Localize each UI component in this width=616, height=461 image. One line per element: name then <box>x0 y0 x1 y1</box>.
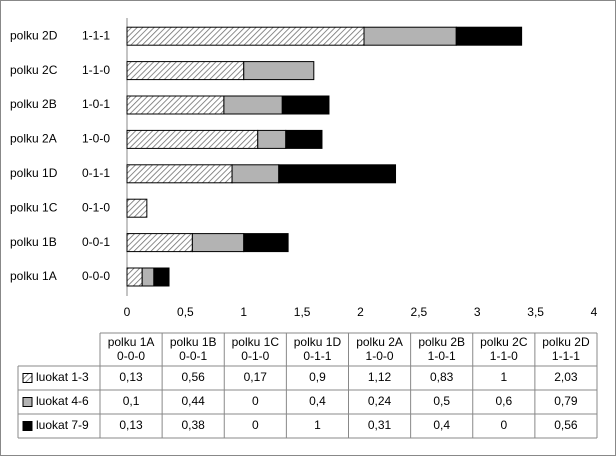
bar-segment <box>278 164 397 184</box>
bar-segment <box>223 95 283 115</box>
category-label: polku 2B <box>10 97 57 111</box>
table-cell: 0,83 <box>430 370 454 384</box>
x-tick-label: 3 <box>474 305 481 319</box>
table-header: polku 2D <box>542 335 590 349</box>
table-cell: 1 <box>314 418 321 432</box>
table-cell: 0 <box>252 418 259 432</box>
bar-segment <box>285 129 323 149</box>
category-label: polku 2A <box>10 132 57 146</box>
x-tick-label: 3,5 <box>527 305 544 319</box>
table-cell: 2,03 <box>554 370 578 384</box>
bar-segment <box>126 233 193 253</box>
table-header-code: 0-1-0 <box>241 349 269 363</box>
table-cell: 0,44 <box>182 394 206 408</box>
category-code: 1-0-0 <box>82 132 110 146</box>
bar-segment <box>141 267 155 287</box>
table-cell: 0,38 <box>182 418 206 432</box>
table-header-code: 0-1-1 <box>303 349 331 363</box>
table-header-code: 0-0-0 <box>117 349 145 363</box>
x-tick-label: 1 <box>240 305 247 319</box>
category-label: polku 2D <box>10 28 58 42</box>
category-code: 0-0-0 <box>82 269 110 283</box>
table-cell: 0,56 <box>554 418 578 432</box>
category-code: 1-1-1 <box>82 28 110 42</box>
bar-segment <box>243 61 315 81</box>
legend-key <box>22 421 33 431</box>
x-tick-label: 0,5 <box>177 305 194 319</box>
bar-segment <box>281 95 330 115</box>
table-cell: 1,12 <box>368 370 392 384</box>
category-label: polku 1B <box>10 235 57 249</box>
table-header-code: 1-0-1 <box>428 349 456 363</box>
table-cell: 0,24 <box>368 394 392 408</box>
table-cell: 1 <box>500 370 507 384</box>
category-label: polku 1D <box>10 166 58 180</box>
category-label: polku 1C <box>10 200 58 214</box>
bar-segment <box>257 129 287 149</box>
x-tick-label: 1,5 <box>294 305 311 319</box>
x-tick-label: 4 <box>591 305 598 319</box>
legend-label: luokat 4-6 <box>36 394 89 408</box>
table-header-code: 1-0-0 <box>366 349 394 363</box>
bar-segment <box>126 61 245 81</box>
table-cell: 0,1 <box>123 394 140 408</box>
table-header: polku 1C <box>232 335 280 349</box>
table-header: polku 1B <box>170 335 217 349</box>
table-header: polku 1D <box>294 335 342 349</box>
bar-segment <box>363 26 457 46</box>
x-tick-label: 2,5 <box>411 305 428 319</box>
table-cell: 0,9 <box>309 370 326 384</box>
table-header: polku 1A <box>108 335 155 349</box>
legend-key <box>22 373 33 383</box>
bar-segment <box>126 129 259 149</box>
table-cell: 0,5 <box>433 394 450 408</box>
table-cell: 0 <box>500 418 507 432</box>
table-cell: 0,31 <box>368 418 392 432</box>
bar-segment <box>191 233 245 253</box>
category-code: 1-1-0 <box>82 63 110 77</box>
category-code: 0-1-1 <box>82 166 110 180</box>
bar-segment <box>243 233 289 253</box>
category-code: 0-1-0 <box>82 200 110 214</box>
bar-segment <box>126 95 225 115</box>
x-tick-label: 2 <box>357 305 364 319</box>
table-header-code: 1-1-1 <box>552 349 580 363</box>
bar-segment <box>455 26 523 46</box>
category-label: polku 2C <box>10 63 58 77</box>
table-header: polku 2A <box>356 335 403 349</box>
category-code: 0-0-1 <box>82 235 110 249</box>
bar-segment <box>126 26 365 46</box>
legend-key <box>22 397 33 407</box>
table-cell: 0,79 <box>554 394 578 408</box>
table-cell: 0,17 <box>244 370 268 384</box>
table-cell: 0,56 <box>182 370 206 384</box>
table-cell: 0,13 <box>119 370 143 384</box>
legend-label: luokat 7-9 <box>36 418 89 432</box>
legend-label: luokat 1-3 <box>36 370 89 384</box>
bar-segment <box>126 198 148 218</box>
bar-segment <box>126 267 143 287</box>
table-header-code: 0-0-1 <box>179 349 207 363</box>
bar-segment <box>153 267 170 287</box>
table-header: polku 2B <box>418 335 465 349</box>
bar-segment <box>231 164 280 184</box>
table-cell: 0,13 <box>119 418 143 432</box>
table-cell: 0 <box>252 394 259 408</box>
x-tick-label: 0 <box>124 305 131 319</box>
table-cell: 0,6 <box>495 394 512 408</box>
table-header: polku 2C <box>480 335 528 349</box>
table-header-code: 1-1-0 <box>490 349 518 363</box>
table-cell: 0,4 <box>433 418 450 432</box>
category-code: 1-0-1 <box>82 97 110 111</box>
category-label: polku 1A <box>10 269 57 283</box>
table-cell: 0,4 <box>309 394 326 408</box>
bar-segment <box>126 164 233 184</box>
